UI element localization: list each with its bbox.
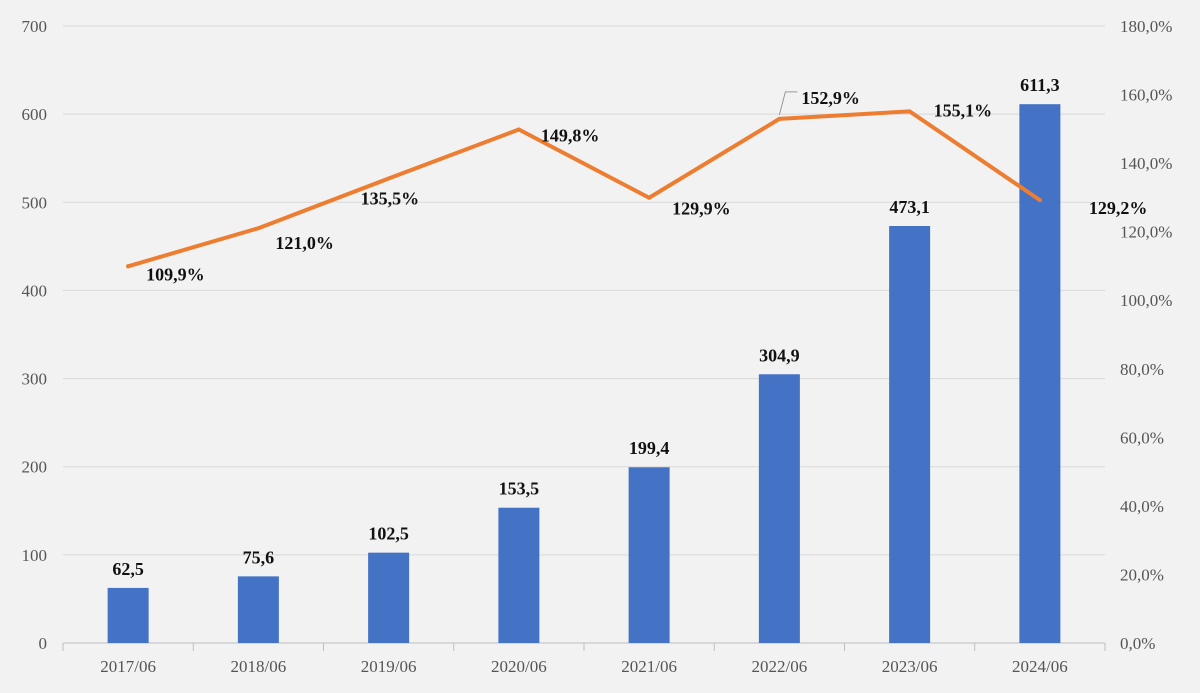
line-point: [256, 226, 261, 231]
bar-data-label: 199,4: [629, 438, 670, 458]
line-data-label: 109,9%: [146, 264, 205, 284]
line-data-label: 155,1%: [934, 100, 993, 120]
bar: [107, 587, 149, 643]
y-right-tick-label: 20,0%: [1120, 565, 1164, 584]
x-tick-label: 2018/06: [231, 657, 287, 676]
bar: [368, 552, 410, 643]
line-data-label: 121,0%: [275, 233, 334, 253]
y-right-tick-label: 40,0%: [1120, 497, 1164, 516]
y-right-tick-label: 80,0%: [1120, 360, 1164, 379]
y-left-tick-label: 400: [22, 281, 48, 300]
x-tick-label: 2022/06: [752, 657, 808, 676]
bar-data-label: 153,5: [499, 479, 540, 499]
y-right-tick-label: 120,0%: [1120, 223, 1172, 242]
y-right-tick-label: 100,0%: [1120, 291, 1172, 310]
y-right-tick-label: 180,0%: [1120, 17, 1172, 36]
x-tick-label: 2023/06: [882, 657, 938, 676]
y-right-tick-label: 140,0%: [1120, 154, 1172, 173]
line-point: [777, 116, 782, 121]
line-point: [907, 109, 912, 114]
bar-data-label: 611,3: [1020, 75, 1060, 95]
label-leader-line: [778, 91, 798, 116]
bar: [758, 374, 800, 643]
line-data-label: 129,9%: [672, 199, 731, 219]
line-series: [126, 109, 1042, 269]
line-point: [1037, 198, 1042, 203]
line-data-label: 135,5%: [361, 189, 420, 209]
y-left-tick-label: 200: [22, 458, 48, 477]
x-tick-label: 2017/06: [100, 657, 156, 676]
bar: [237, 576, 279, 643]
x-tick-label: 2020/06: [491, 657, 547, 676]
bar-data-label: 102,5: [368, 524, 409, 544]
x-tick-label: 2019/06: [361, 657, 417, 676]
x-tick-label: 2024/06: [1012, 657, 1068, 676]
x-tick-label: 2021/06: [621, 657, 677, 676]
bar-data-label: 75,6: [243, 547, 275, 567]
bar: [498, 507, 540, 643]
y-right-tick-label: 0,0%: [1120, 634, 1155, 653]
line-point: [647, 195, 652, 200]
bar-data-label: 62,5: [112, 559, 144, 579]
y-left-tick-label: 600: [22, 105, 48, 124]
bar-data-label: 304,9: [759, 345, 800, 365]
line-data-label: 149,8%: [541, 126, 600, 146]
line-point: [126, 264, 131, 269]
bar-data-label: 473,1: [889, 197, 930, 217]
line-point: [516, 127, 521, 132]
y-left-tick-label: 100: [22, 546, 48, 565]
bar: [889, 225, 931, 643]
bar: [1019, 104, 1061, 643]
line-point: [386, 176, 391, 181]
y-right-tick-label: 60,0%: [1120, 428, 1164, 447]
y-left-tick-label: 500: [22, 193, 48, 212]
y-right-tick-label: 160,0%: [1120, 86, 1172, 105]
y-left-tick-label: 0: [39, 634, 48, 653]
line-data-label: 129,2%: [1089, 198, 1148, 218]
y-left-tick-label: 700: [22, 17, 48, 36]
bar: [628, 467, 670, 643]
line-data-label: 152,9%: [801, 88, 860, 108]
y-left-tick-label: 300: [22, 370, 48, 389]
